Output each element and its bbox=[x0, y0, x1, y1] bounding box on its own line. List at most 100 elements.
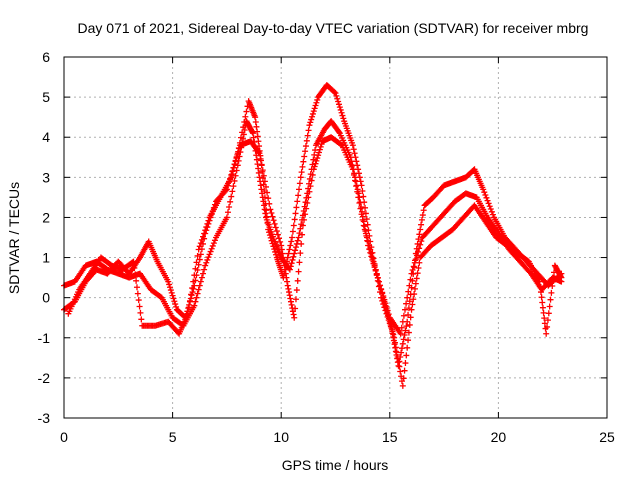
data-point bbox=[255, 149, 262, 156]
data-point bbox=[401, 367, 408, 374]
data-point bbox=[193, 294, 200, 301]
data-point bbox=[290, 311, 297, 318]
data-point bbox=[350, 146, 357, 153]
data-point bbox=[305, 127, 312, 134]
data-point bbox=[304, 132, 311, 139]
data-point bbox=[294, 198, 301, 205]
data-point bbox=[413, 275, 420, 282]
data-point bbox=[356, 200, 363, 207]
data-point bbox=[378, 286, 385, 293]
data-point bbox=[420, 207, 427, 214]
data-point bbox=[318, 141, 325, 148]
data-point bbox=[292, 305, 299, 312]
data-point bbox=[419, 212, 426, 219]
data-point bbox=[338, 109, 345, 116]
data-point bbox=[540, 309, 547, 316]
data-point bbox=[195, 246, 202, 253]
data-point bbox=[204, 256, 211, 263]
data-point bbox=[277, 238, 284, 245]
data-point bbox=[393, 349, 400, 356]
data-point bbox=[335, 129, 342, 136]
data-point bbox=[189, 285, 196, 292]
data-point bbox=[303, 137, 310, 144]
data-point bbox=[228, 193, 235, 200]
data-point bbox=[266, 229, 273, 236]
data-point bbox=[406, 321, 413, 328]
data-point bbox=[137, 309, 144, 316]
data-point bbox=[276, 235, 283, 242]
data-point bbox=[234, 162, 241, 169]
data-point bbox=[333, 92, 340, 99]
data-point bbox=[200, 233, 207, 240]
y-tick-label: 3 bbox=[42, 169, 50, 185]
data-point bbox=[481, 189, 488, 196]
data-point bbox=[384, 309, 391, 316]
data-point bbox=[282, 266, 289, 273]
data-point bbox=[354, 162, 361, 169]
data-point bbox=[271, 220, 278, 227]
data-point bbox=[486, 203, 493, 210]
data-point bbox=[239, 129, 246, 136]
data-point bbox=[306, 188, 313, 195]
data-point bbox=[412, 250, 419, 257]
data-point bbox=[253, 156, 260, 163]
data-point bbox=[278, 242, 285, 249]
data-point bbox=[264, 220, 271, 227]
data-point bbox=[545, 310, 552, 317]
data-point bbox=[188, 292, 195, 299]
data-point bbox=[238, 134, 245, 141]
data-point bbox=[381, 298, 388, 305]
data-point bbox=[194, 290, 201, 297]
data-point bbox=[287, 263, 294, 270]
data-point bbox=[410, 296, 417, 303]
data-point bbox=[357, 205, 364, 212]
data-point bbox=[295, 234, 302, 241]
data-point bbox=[395, 358, 402, 365]
data-point bbox=[203, 224, 210, 231]
data-point bbox=[396, 363, 403, 370]
data-point bbox=[253, 123, 260, 130]
data-point bbox=[296, 180, 303, 187]
data-point bbox=[166, 281, 173, 288]
data-point bbox=[268, 210, 275, 217]
data-point bbox=[366, 242, 373, 249]
data-point bbox=[190, 285, 197, 292]
data-point bbox=[201, 230, 208, 237]
data-point bbox=[165, 278, 172, 285]
data-point bbox=[230, 183, 237, 190]
data-point bbox=[397, 330, 404, 337]
data-point bbox=[233, 155, 240, 162]
data-point bbox=[228, 174, 235, 181]
data-point bbox=[352, 177, 359, 184]
data-point bbox=[487, 206, 494, 213]
data-point bbox=[298, 169, 305, 176]
data-point bbox=[311, 163, 318, 170]
data-point bbox=[365, 227, 372, 234]
data-point bbox=[302, 148, 309, 155]
data-point bbox=[337, 106, 344, 113]
data-point bbox=[414, 270, 421, 277]
data-point bbox=[361, 199, 368, 206]
data-point bbox=[314, 155, 321, 162]
data-point bbox=[404, 318, 411, 325]
data-point bbox=[169, 292, 176, 299]
data-point bbox=[290, 253, 297, 260]
x-tick-label: 10 bbox=[273, 429, 289, 445]
data-point bbox=[307, 119, 314, 126]
data-point bbox=[292, 210, 299, 217]
data-point bbox=[331, 89, 338, 96]
data-point bbox=[269, 213, 276, 220]
data-point bbox=[280, 254, 287, 261]
data-point bbox=[415, 264, 422, 271]
data-point bbox=[250, 134, 257, 141]
data-point bbox=[193, 259, 200, 266]
data-point bbox=[171, 298, 178, 305]
data-point bbox=[411, 291, 418, 298]
data-point bbox=[416, 259, 423, 266]
data-point bbox=[334, 95, 341, 102]
y-tick-labels: -3 -2 -1 0 1 2 3 4 5 6 bbox=[38, 49, 51, 426]
data-point bbox=[301, 153, 308, 160]
data-point bbox=[229, 171, 236, 178]
data-point bbox=[284, 278, 291, 285]
